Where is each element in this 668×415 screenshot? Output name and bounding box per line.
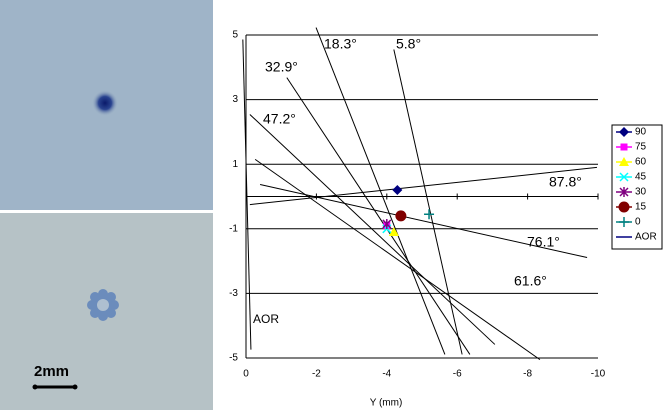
line-label: 87.8° <box>549 174 582 190</box>
spot <box>92 90 118 116</box>
marker <box>621 144 628 151</box>
legend: 90 75 60 45 30 15 0 AOR <box>612 125 662 249</box>
line-label: 47.2° <box>263 111 296 127</box>
figure: 2mm -5 -3 -1 1 3 5 0 -2 -4 -6 -8 -10 18.3° 5.8° 32.9° 4… <box>0 0 668 410</box>
marker <box>395 210 406 221</box>
marker <box>392 185 402 195</box>
y-tick-label: -3 <box>229 288 238 299</box>
fit-line <box>250 114 495 344</box>
fit-line <box>250 167 597 204</box>
legend-label: 75 <box>635 142 647 153</box>
y-tick-label: 1 <box>232 159 238 170</box>
legend-label: 30 <box>635 187 647 198</box>
scale-end <box>73 385 78 390</box>
y-tick-label: 3 <box>232 94 238 105</box>
legend-label: 90 <box>635 127 647 138</box>
marker <box>424 209 434 219</box>
x-tick-label: -2 <box>312 369 321 380</box>
legend-label: 0 <box>635 217 641 228</box>
x-tick-label: -4 <box>382 369 391 380</box>
legend-label: 60 <box>635 157 647 168</box>
fit-line <box>287 78 470 355</box>
chart: -5 -3 -1 1 3 5 0 -2 -4 -6 -8 -10 18.3° 5.8° 32.9° 47.2°… <box>229 28 662 380</box>
annotation: AOR <box>253 312 279 326</box>
scale-end <box>33 385 38 390</box>
line-label: 61.6° <box>514 273 547 289</box>
y-tick-label: -1 <box>229 223 238 234</box>
line-label: 32.9° <box>265 59 298 75</box>
x-tick-label: 0 <box>243 369 249 380</box>
legend-label: 45 <box>635 172 647 183</box>
series-line <box>243 40 251 350</box>
marker <box>619 202 630 213</box>
legend-label: AOR <box>635 232 657 243</box>
fit-line <box>394 50 462 355</box>
legend-label: 15 <box>635 202 647 213</box>
x-tick-label: -8 <box>523 369 532 380</box>
ring <box>87 289 119 321</box>
x-tick-label: -10 <box>591 369 606 380</box>
y-tick-label: 5 <box>232 30 238 41</box>
scale-label: 2mm <box>34 363 69 380</box>
line-label: 76.1° <box>527 234 560 250</box>
x-axis-title: Y (mm) <box>370 398 403 409</box>
line-label: 18.3° <box>324 36 357 52</box>
x-tick-label: -6 <box>453 369 462 380</box>
line-label: 5.8° <box>396 36 421 52</box>
y-tick-label: -5 <box>229 353 238 364</box>
